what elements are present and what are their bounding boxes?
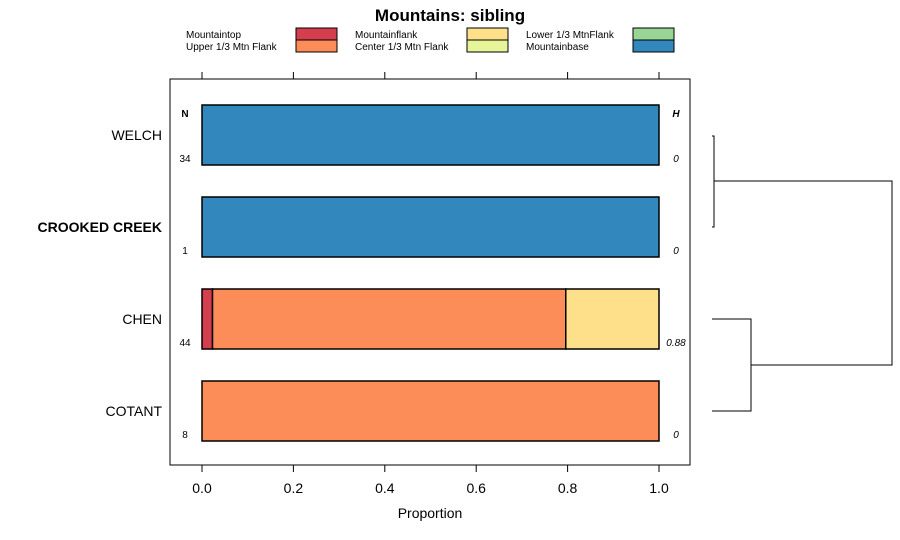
legend-swatch-mountaintop bbox=[295, 27, 338, 41]
chart-title: Mountains: sibling bbox=[375, 6, 525, 25]
n-value-cotant: 8 bbox=[182, 430, 188, 441]
bar-segment-chen-mountainflank bbox=[565, 288, 660, 350]
x-tick-label: 0.8 bbox=[558, 480, 578, 496]
n-value-crooked-creek: 1 bbox=[182, 246, 188, 257]
legend-label-upper-1-3-mtn-flank: Upper 1/3 Mtn Flank bbox=[186, 42, 278, 53]
category-label-crooked-creek: CROOKED CREEK bbox=[38, 219, 162, 235]
h-header: H bbox=[672, 109, 680, 120]
bar-segment-welch-mountainbase bbox=[201, 104, 660, 166]
bar-segment-chen-upper-1-3-mtn-flank bbox=[211, 288, 567, 350]
legend-swatch-mountainflank bbox=[466, 27, 509, 41]
legend-label-center-1-3-mtn-flank: Center 1/3 Mtn Flank bbox=[355, 42, 449, 53]
legend-label-lower-1-3-mtnflank: Lower 1/3 MtnFlank bbox=[526, 30, 615, 41]
legend-swatch-lower-1-3-mtnflank bbox=[632, 27, 675, 41]
x-axis: 0.0 0.2 0.4 0.6 0.8 1.0 bbox=[192, 72, 669, 496]
x-tick-label: 1.0 bbox=[649, 480, 669, 496]
legend-swatch-upper-1-3-mtn-flank bbox=[295, 39, 338, 53]
category-label-welch: WELCH bbox=[111, 127, 162, 143]
legend-swatch-mountainbase bbox=[632, 39, 675, 53]
x-tick-label: 0.2 bbox=[284, 480, 304, 496]
bar-segment-cotant-upper-1-3-mtn-flank bbox=[201, 380, 660, 442]
h-value-chen: 0.88 bbox=[666, 338, 686, 349]
h-value-crooked-creek: 0 bbox=[673, 246, 679, 257]
dendrogram bbox=[712, 135, 893, 412]
h-value-welch: 0 bbox=[673, 154, 679, 165]
n-value-chen: 44 bbox=[179, 338, 191, 349]
bar-segment-chen-mountaintop bbox=[201, 288, 214, 350]
x-axis-title: Proportion bbox=[398, 505, 463, 521]
x-tick-label: 0.0 bbox=[192, 480, 212, 496]
legend-label-mountaintop: Mountaintop bbox=[186, 30, 241, 41]
legend-label-mountainbase: Mountainbase bbox=[526, 42, 589, 53]
x-tick-label: 0.4 bbox=[375, 480, 395, 496]
legend-label-mountainflank: Mountainflank bbox=[355, 30, 418, 41]
bars bbox=[201, 104, 660, 442]
plot-frame bbox=[169, 78, 691, 466]
bar-segment-crooked-creek-mountainbase bbox=[201, 196, 660, 258]
n-header: N bbox=[181, 109, 188, 120]
category-labels: WELCH CROOKED CREEK CHEN COTANT bbox=[38, 127, 163, 419]
n-value-welch: 34 bbox=[179, 154, 191, 165]
category-label-cotant: COTANT bbox=[105, 403, 162, 419]
legend-swatch-center-1-3-mtn-flank bbox=[466, 39, 509, 53]
x-tick-label: 0.6 bbox=[466, 480, 486, 496]
h-value-cotant: 0 bbox=[673, 430, 679, 441]
h-values: 0 0 0.88 0 bbox=[666, 154, 686, 441]
dendrogram-branch-chen-cotant bbox=[712, 318, 752, 412]
dendrogram-branch-root bbox=[714, 180, 893, 366]
n-values: 34 1 44 8 bbox=[179, 154, 191, 441]
category-label-chen: CHEN bbox=[122, 311, 162, 327]
dendrogram-branch-welch-crooked bbox=[712, 135, 715, 228]
